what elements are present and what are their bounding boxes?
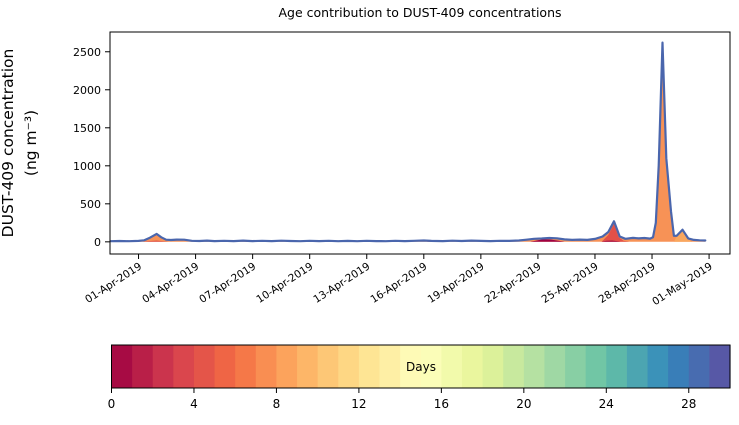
colorbar-segment: [255, 345, 278, 388]
colorbar-segment: [379, 345, 401, 388]
colorbar-frame: [111, 344, 731, 389]
colorbar-segment: [338, 345, 360, 388]
y-tick-label: 0: [94, 236, 101, 249]
axes-frame: [109, 31, 731, 255]
y-tick-label: 2000: [73, 84, 101, 97]
colorbar-segment: [461, 345, 484, 388]
y-tick-label: 1500: [73, 122, 101, 135]
colorbar-tick-label: 4: [190, 397, 198, 411]
total-line: [109, 41, 707, 243]
colorbar-segment: [193, 345, 216, 388]
y-tick-label: 1000: [73, 160, 101, 173]
colorbar-segment: [152, 345, 174, 388]
y-tick-label: 2500: [73, 46, 101, 59]
colorbar-segment: [276, 345, 298, 388]
colorbar-segment: [647, 345, 669, 388]
colorbar-tick-label: 20: [516, 397, 531, 411]
colorbar-segment: [709, 345, 731, 388]
x-tick-label: 22-Apr-2019: [483, 260, 544, 305]
colorbar-tick-label: 12: [351, 397, 366, 411]
colorbar-segment: [111, 345, 133, 388]
y-tick-label: 500: [80, 198, 101, 211]
x-tick-label: 13-Apr-2019: [311, 260, 372, 305]
colorbar-segment: [668, 345, 690, 388]
x-tick-label: 28-Apr-2019: [597, 260, 658, 305]
colorbar-segment: [400, 345, 422, 388]
x-tick-label: 10-Apr-2019: [254, 260, 315, 305]
colorbar-tick-label: 16: [434, 397, 449, 411]
colorbar-segment: [173, 345, 195, 388]
area-layer-aged-band-early: [142, 240, 169, 242]
colorbar: 0 4 8 12 16 20 24 28: [108, 344, 731, 411]
area-layer-maroon-strip-25apr: [601, 240, 621, 242]
colorbar-segment: [420, 345, 442, 388]
y-axis-label-line1: DUST-409 concentration: [0, 49, 17, 238]
y-axis-label-line2: (ng m⁻³): [22, 110, 40, 176]
colorbar-segment: [235, 345, 257, 388]
colorbar-tick-label: 0: [108, 397, 116, 411]
colorbar-segment: [503, 345, 525, 388]
colorbar-segment: [523, 345, 546, 388]
colorbar-segment: [626, 345, 649, 388]
plot-area: 0 500 1000 1500 2000 2500 01-Apr-201904-Apr-20…: [73, 31, 731, 308]
colorbar-segment: [441, 345, 463, 388]
colorbar-tick-label: 24: [599, 397, 614, 411]
colorbar-segment: [585, 345, 607, 388]
colorbar-segment: [544, 345, 566, 388]
x-tick-label: 16-Apr-2019: [368, 260, 429, 305]
colorbar-segment: [132, 345, 154, 388]
chart-title: Age contribution to DUST-409 concentrati…: [278, 5, 561, 20]
x-tick-label: 19-Apr-2019: [426, 260, 487, 305]
x-tick-label: 04-Apr-2019: [140, 260, 201, 305]
area-layer-red-spike-25apr: [601, 223, 630, 242]
colorbar-segment: [565, 345, 587, 388]
colorbar-segment: [482, 345, 504, 388]
colorbar-label: Days: [406, 360, 436, 374]
colorbar-segment: [214, 345, 236, 388]
x-tick-label: 01-Apr-2019: [83, 260, 144, 305]
colorbar-segment: [297, 345, 319, 388]
x-tick-label: 25-Apr-2019: [540, 260, 601, 305]
colorbar-segment: [688, 345, 710, 388]
area-total-fill: [111, 42, 706, 242]
colorbar-segment: [606, 345, 628, 388]
x-tick-label: 07-Apr-2019: [197, 260, 258, 305]
colorbar-segment: [358, 345, 381, 388]
colorbar-tick-label: 8: [273, 397, 281, 411]
colorbar-segment: [317, 345, 339, 388]
area-layer-old-age-bump: [530, 239, 565, 242]
x-tick-label: 01-May-2019: [650, 260, 715, 308]
colorbar-tick-label: 28: [681, 397, 696, 411]
